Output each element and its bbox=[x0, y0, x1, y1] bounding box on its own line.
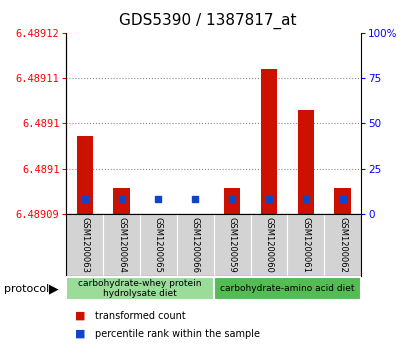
Bar bbox=[113, 188, 130, 214]
Text: ▶: ▶ bbox=[49, 282, 59, 295]
Text: GSM1200065: GSM1200065 bbox=[154, 217, 163, 273]
Text: ■: ■ bbox=[75, 311, 85, 321]
Text: GSM1200061: GSM1200061 bbox=[301, 217, 310, 273]
Text: protocol: protocol bbox=[4, 284, 49, 294]
Bar bbox=[187, 214, 204, 256]
Text: GSM1200060: GSM1200060 bbox=[264, 217, 273, 273]
Text: GSM1200064: GSM1200064 bbox=[117, 217, 126, 273]
Text: transformed count: transformed count bbox=[95, 311, 186, 321]
Text: GSM1200063: GSM1200063 bbox=[81, 217, 89, 273]
Bar bbox=[76, 136, 93, 214]
Text: GSM1200062: GSM1200062 bbox=[338, 217, 347, 273]
Bar bbox=[298, 110, 314, 214]
Bar bbox=[150, 214, 167, 235]
Text: ■: ■ bbox=[75, 329, 85, 339]
Text: carbohydrate-amino acid diet: carbohydrate-amino acid diet bbox=[220, 284, 355, 293]
Text: percentile rank within the sample: percentile rank within the sample bbox=[95, 329, 261, 339]
Bar bbox=[214, 277, 361, 300]
Bar bbox=[334, 188, 351, 214]
Text: GDS5390 / 1387817_at: GDS5390 / 1387817_at bbox=[119, 13, 296, 29]
Bar bbox=[224, 188, 240, 214]
Bar bbox=[261, 69, 277, 214]
Bar bbox=[66, 277, 214, 300]
Text: GSM1200059: GSM1200059 bbox=[228, 217, 237, 273]
Text: carbohydrate-whey protein
hydrolysate diet: carbohydrate-whey protein hydrolysate di… bbox=[78, 279, 202, 298]
Text: GSM1200066: GSM1200066 bbox=[191, 217, 200, 273]
